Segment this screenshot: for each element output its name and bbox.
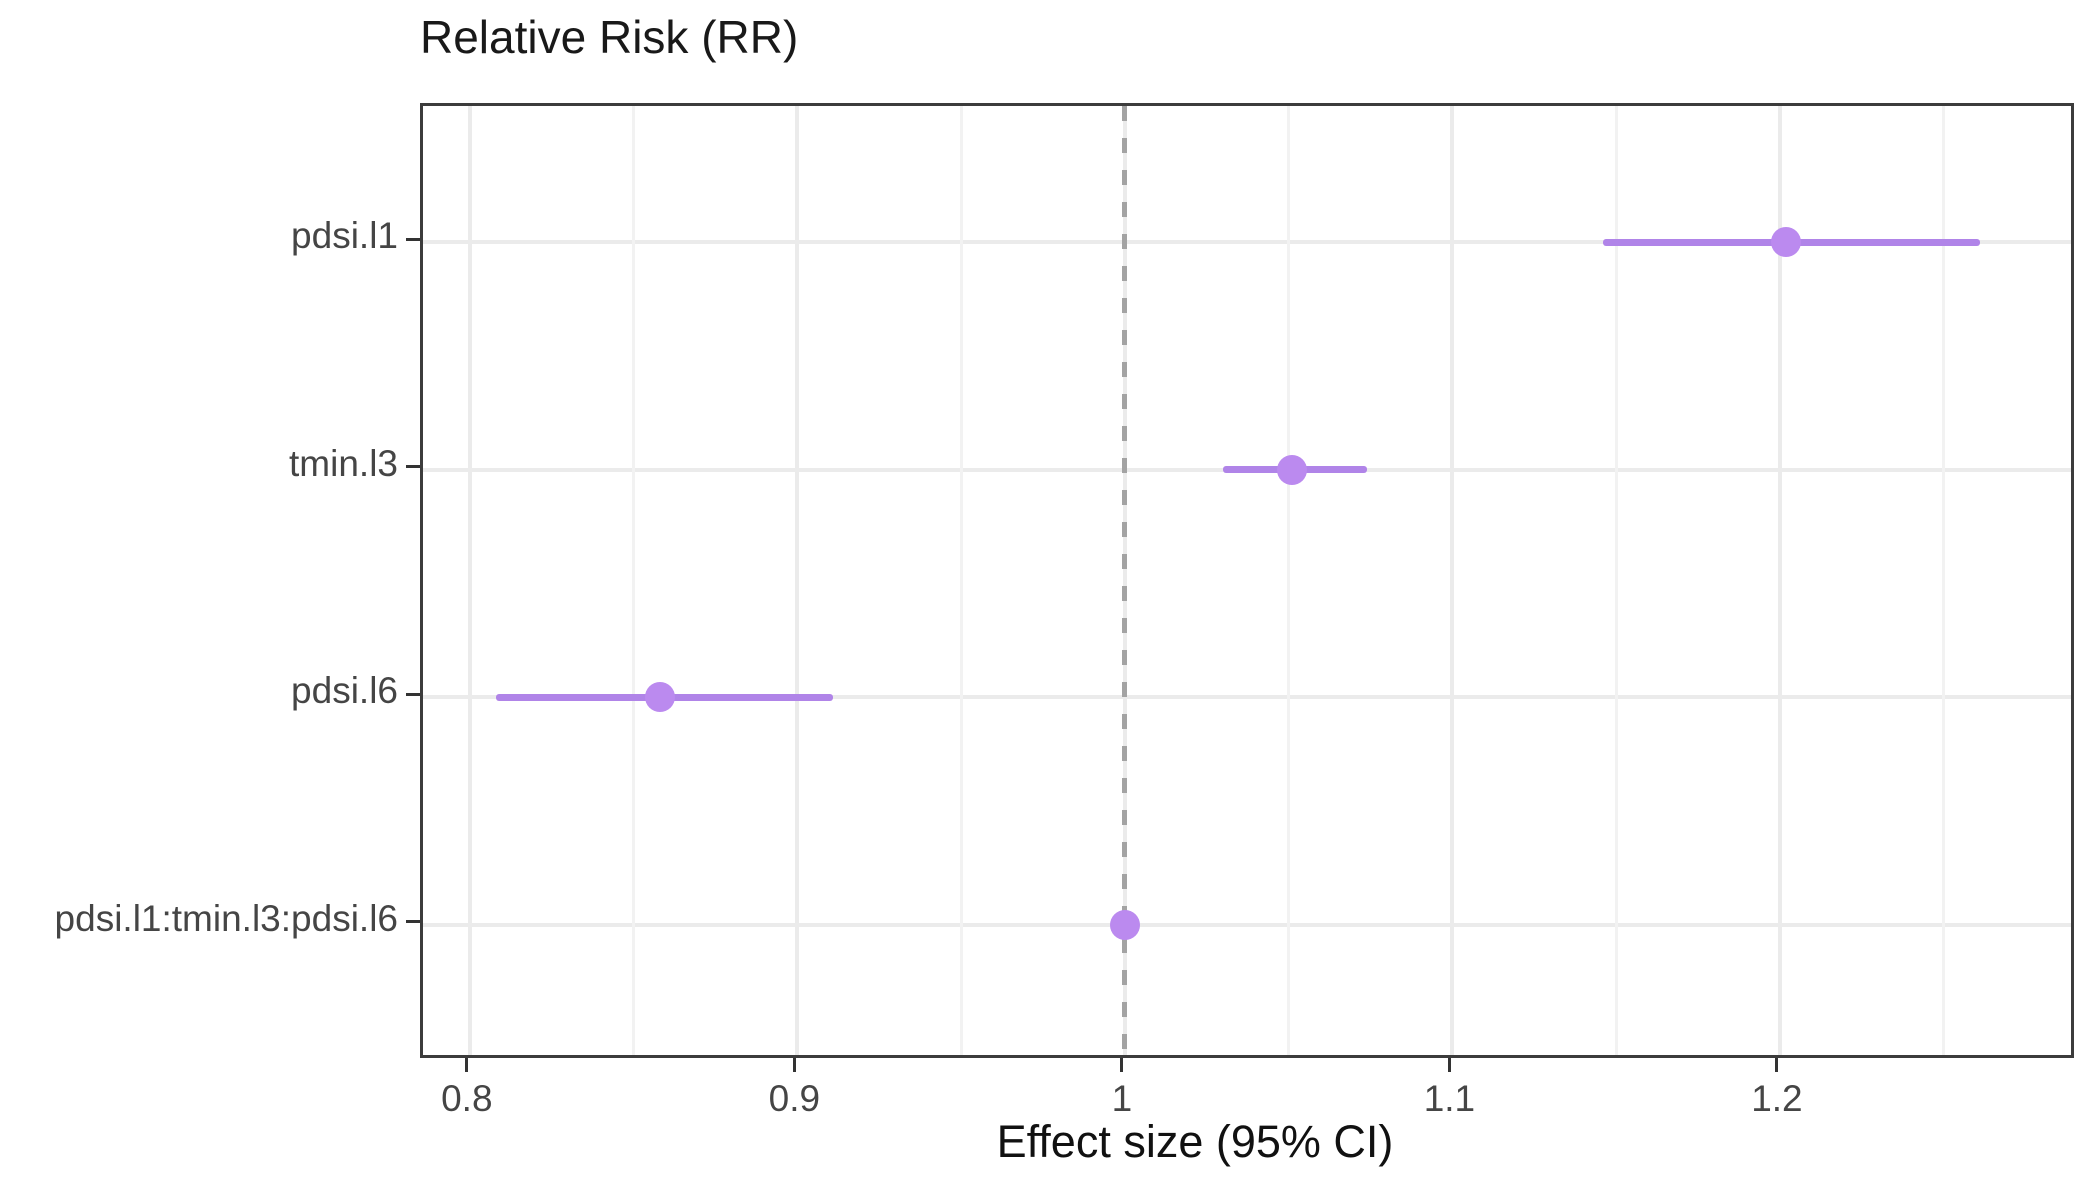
gridline-h-major [423,240,2071,245]
gridline-v-major [1450,106,1455,1055]
estimate-point-pdsi.l6 [644,682,675,713]
y-tick-mark [406,920,420,924]
x-tick-mark [1447,1058,1451,1072]
gridline-h-major [423,922,2071,927]
gridline-h-major [423,695,2071,700]
x-tick-label: 0.9 [768,1078,821,1119]
gridline-v-major [1777,106,1782,1055]
x-axis-title: Effect size (95% CI) [996,1116,1394,1167]
x-tick-label: 1.2 [1751,1078,1803,1119]
gridline-v-minor [959,106,963,1055]
estimate-point-tmin.l3 [1276,454,1307,485]
y-tick-mark [406,237,420,241]
chart-title: Relative Risk (RR) [420,11,799,63]
x-tick-label: 1 [1111,1078,1133,1119]
gridline-v-minor [1614,106,1618,1055]
gridline-v-major [795,106,800,1055]
gridline-v-minor [1287,106,1291,1055]
reference-dashed-line [1122,106,1128,1055]
estimate-point-pdsi.l1 [1771,227,1802,258]
estimate-point-pdsi.l1:tmin.l3:pdsi.l6 [1109,909,1140,940]
gridline-v-minor [632,106,636,1055]
plot-panel [420,103,2074,1058]
x-tick-mark [792,1058,796,1072]
x-tick-label: 0.8 [441,1078,493,1119]
gridline-v-major [467,106,472,1055]
y-tick-label: pdsi.l6 [291,670,398,712]
y-tick-label: pdsi.l1 [291,215,398,257]
x-tick-mark [465,1058,469,1072]
y-tick-label: tmin.l3 [289,442,398,484]
y-tick-mark [406,465,420,469]
y-tick-mark [406,692,420,696]
x-tick-mark [1775,1058,1779,1072]
x-tick-mark [1120,1058,1124,1072]
y-tick-label: pdsi.l1:tmin.l3:pdsi.l6 [54,897,398,939]
x-tick-label: 1.1 [1423,1078,1476,1119]
gridline-v-minor [1942,106,1946,1055]
